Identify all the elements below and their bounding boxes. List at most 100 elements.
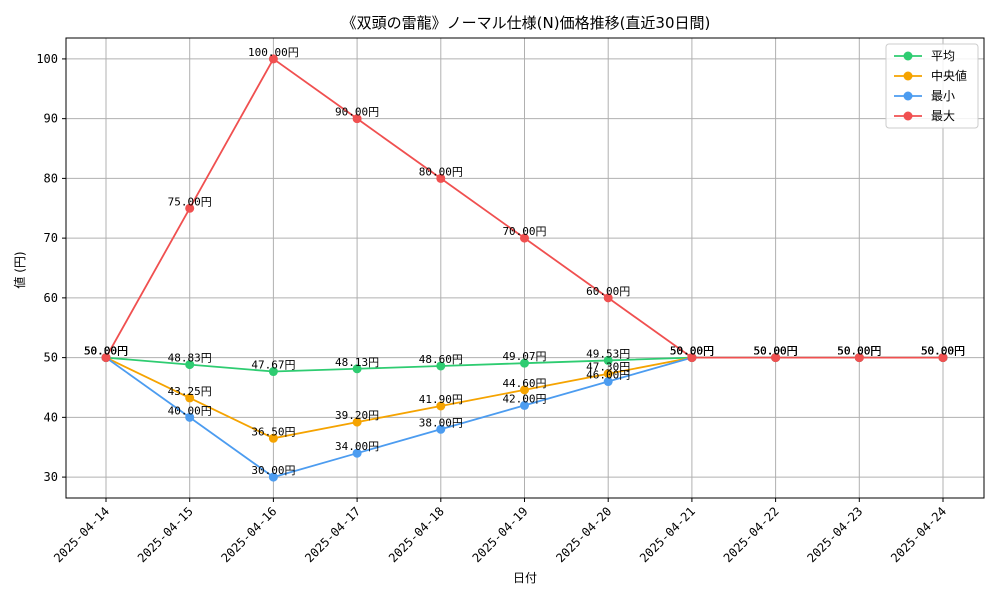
data-point <box>352 417 362 427</box>
data-label: 60.00円 <box>586 285 630 298</box>
data-label: 70.00円 <box>502 225 546 238</box>
data-label: 50.00円 <box>921 345 965 358</box>
data-point <box>268 367 278 377</box>
data-point <box>268 433 278 443</box>
data-label: 44.60円 <box>502 377 546 390</box>
data-point <box>185 393 195 403</box>
data-label: 50.00円 <box>837 345 881 358</box>
data-point <box>436 173 446 183</box>
data-point <box>520 358 529 368</box>
data-label: 36.50円 <box>251 425 295 438</box>
data-label: 50.00円 <box>837 345 881 358</box>
data-label: 47.30円 <box>586 361 630 374</box>
data-label: 50.00円 <box>754 345 798 358</box>
data-point <box>185 203 195 213</box>
data-point <box>352 448 362 458</box>
legend-box <box>885 43 979 129</box>
data-point <box>603 377 613 387</box>
data-point <box>268 472 278 482</box>
data-point <box>854 353 864 363</box>
data-point <box>603 369 613 379</box>
data-label: 75.00円 <box>168 195 212 208</box>
data-label: 38.00円 <box>419 416 463 429</box>
legend-swatch-marker <box>903 51 913 61</box>
y-tick-label: 50 <box>44 351 58 365</box>
series-lines <box>101 54 948 482</box>
legend-swatch-marker <box>903 111 913 121</box>
data-label: 50.00円 <box>670 345 714 358</box>
y-tick-label: 100 <box>36 52 58 66</box>
data-label: 49.53円 <box>586 347 630 360</box>
data-point <box>101 353 111 363</box>
legend-swatch-marker <box>903 71 913 81</box>
data-label: 100.00円 <box>248 46 299 59</box>
data-point <box>352 364 362 374</box>
y-tick-label: 90 <box>44 112 58 126</box>
data-label: 50.00円 <box>754 345 798 358</box>
data-label: 50.00円 <box>921 345 965 358</box>
data-point <box>436 361 446 371</box>
data-label: 50.00円 <box>84 345 128 358</box>
data-label: 48.13円 <box>335 356 379 369</box>
data-label: 50.00円 <box>837 345 881 358</box>
data-label: 42.00円 <box>502 392 546 405</box>
y-axis: 30 40 50 60 70 80 90 100 <box>36 52 66 484</box>
data-label: 40.00円 <box>168 404 212 417</box>
legend-label: 最大 <box>931 109 955 123</box>
data-label: 50.00円 <box>754 345 798 358</box>
data-point <box>603 293 613 303</box>
data-label: 47.67円 <box>251 359 295 372</box>
data-point <box>268 54 278 64</box>
data-label: 50.00円 <box>670 345 714 358</box>
data-label: 50.00円 <box>921 345 965 358</box>
data-point <box>938 353 948 363</box>
data-point <box>352 114 362 124</box>
data-point <box>520 385 529 395</box>
data-label: 50.00円 <box>837 345 881 358</box>
data-label: 48.60円 <box>419 353 463 366</box>
legend-label: 最小 <box>931 89 955 103</box>
data-label: 50.00円 <box>670 345 714 358</box>
data-label: 30.00円 <box>251 464 295 477</box>
chart-title: 《双頭の雷龍》ノーマル仕様(N)価格推移(直近30日間) <box>342 14 711 32</box>
data-label: 50.00円 <box>84 345 128 358</box>
data-label: 46.00円 <box>586 369 630 382</box>
data-label: 41.90円 <box>419 393 463 406</box>
data-labels: 50.00円 48.83円 47.67円 48.13円 48.60円 49.07円 49.5… <box>84 46 965 477</box>
data-point <box>603 355 613 365</box>
legend-label: 中央値 <box>931 68 967 83</box>
data-point <box>771 353 781 363</box>
y-tick-label: 30 <box>44 470 58 484</box>
data-label: 39.20円 <box>335 409 379 422</box>
data-label: 50.00円 <box>84 345 128 358</box>
data-label: 34.00円 <box>335 440 379 453</box>
data-point <box>520 233 529 243</box>
data-point <box>436 401 446 411</box>
data-point <box>185 412 195 422</box>
y-tick-label: 70 <box>44 231 58 245</box>
grid <box>66 38 984 498</box>
data-label: 49.07円 <box>502 350 546 363</box>
data-label: 50.00円 <box>670 345 714 358</box>
data-point <box>185 360 195 370</box>
data-label: 50.00円 <box>921 345 965 358</box>
y-tick-label: 60 <box>44 291 58 305</box>
y-axis-label: 値 (円) <box>12 251 27 288</box>
data-label: 43.25円 <box>168 385 212 398</box>
data-label: 80.00円 <box>419 165 463 178</box>
data-point <box>436 424 446 434</box>
data-label: 48.83円 <box>168 352 212 365</box>
data-point <box>520 400 529 410</box>
legend-swatch-marker <box>903 91 913 101</box>
data-label: 50.00円 <box>84 345 128 358</box>
legend-label: 平均 <box>931 49 955 63</box>
data-label: 90.00円 <box>335 106 379 119</box>
y-tick-label: 40 <box>44 410 58 424</box>
y-tick-label: 80 <box>44 171 58 185</box>
x-axis-label: 日付 <box>513 571 537 585</box>
data-point <box>687 353 697 363</box>
data-label: 50.00円 <box>754 345 798 358</box>
